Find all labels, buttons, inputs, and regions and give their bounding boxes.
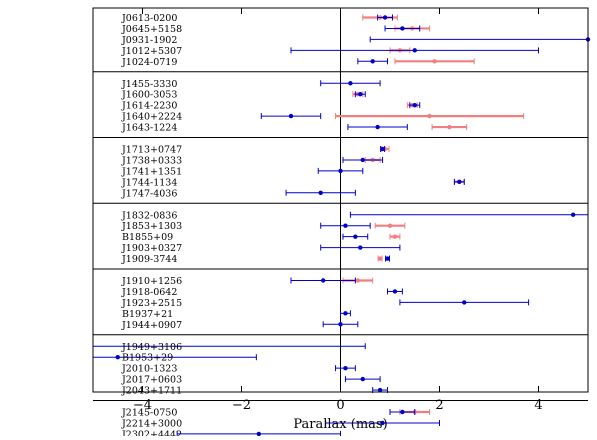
blue-point bbox=[570, 212, 576, 217]
red-point bbox=[427, 113, 432, 119]
pulsar-label: J1910+1256 bbox=[121, 276, 182, 287]
pulsar-label: B1953+29 bbox=[122, 353, 173, 364]
pulsar-label: J1643-1224 bbox=[121, 123, 177, 134]
blue-point bbox=[343, 311, 348, 316]
blue-point bbox=[412, 102, 417, 108]
pulsar-label: J1738+0333 bbox=[121, 155, 182, 166]
blue-point bbox=[360, 157, 365, 163]
pulsar-label: J0931-1902 bbox=[121, 35, 177, 46]
x-tick-label: 4 bbox=[534, 398, 542, 413]
pulsar-label: J1713+0747 bbox=[121, 145, 182, 156]
pulsar-label: J1944+0907 bbox=[121, 320, 182, 331]
x-tick-label: 2 bbox=[435, 398, 443, 413]
x-axis-label: Parallax (mas) bbox=[293, 417, 387, 432]
blue-point bbox=[457, 179, 462, 185]
blue-point bbox=[400, 409, 405, 415]
pulsar-label: J1903+0327 bbox=[121, 243, 182, 254]
red-point bbox=[387, 223, 393, 228]
pulsar-label: J1747-4036 bbox=[121, 188, 177, 199]
pulsar-label: J2302+4442 bbox=[121, 429, 182, 436]
blue-point bbox=[115, 355, 120, 360]
blue-series bbox=[93, 14, 591, 437]
blue-point bbox=[380, 420, 385, 426]
red-point bbox=[432, 59, 437, 64]
blue-point bbox=[385, 256, 390, 261]
x-tick-label: 0 bbox=[336, 398, 344, 413]
pulsar-label: J1640+2224 bbox=[121, 112, 182, 123]
blue-point bbox=[382, 15, 388, 20]
pulsar-label: J2010-1323 bbox=[121, 364, 177, 375]
blue-point bbox=[380, 146, 385, 152]
pulsar-label: J1832-0836 bbox=[121, 210, 177, 221]
pulsar-label: B1855+09 bbox=[122, 232, 173, 243]
x-tick-label: −2 bbox=[232, 398, 251, 413]
blue-point bbox=[377, 387, 383, 393]
pulsar-label: J0613-0200 bbox=[121, 13, 177, 24]
pulsar-label: J2145-0750 bbox=[121, 408, 177, 419]
pulsar-label: J2214+3000 bbox=[121, 418, 182, 429]
red-point bbox=[447, 124, 452, 130]
blue-point bbox=[400, 26, 405, 31]
pulsar-label: J1853+1303 bbox=[121, 221, 182, 232]
blue-point bbox=[375, 124, 380, 130]
blue-point bbox=[358, 245, 363, 250]
blue-point bbox=[392, 289, 398, 294]
blue-point bbox=[412, 48, 417, 53]
blue-point bbox=[360, 376, 365, 382]
blue-point bbox=[256, 431, 262, 437]
blue-point bbox=[343, 223, 348, 228]
pulsar-label: J2017+0603 bbox=[121, 375, 182, 386]
blue-point bbox=[358, 92, 363, 97]
pulsar-label: J0645+5158 bbox=[121, 24, 182, 35]
pulsar-label: J1741+1351 bbox=[121, 166, 182, 177]
pulsar-label: J1455-3330 bbox=[121, 79, 177, 90]
blue-point bbox=[370, 59, 375, 64]
x-ticks: −4 −2 0 2 4 bbox=[133, 8, 543, 413]
blue-point bbox=[353, 234, 358, 239]
blue-point bbox=[462, 300, 467, 305]
blue-point bbox=[348, 81, 353, 86]
red-point bbox=[377, 256, 383, 261]
pulsar-label: J1949+3106 bbox=[121, 342, 182, 353]
blue-point bbox=[320, 278, 326, 283]
pulsar-label: J1918-0642 bbox=[121, 287, 177, 298]
pulsar-label: J1909-3744 bbox=[121, 254, 177, 265]
blue-point bbox=[338, 168, 343, 174]
x-tick-label: −4 bbox=[133, 398, 152, 413]
blue-point bbox=[288, 113, 294, 119]
red-point bbox=[355, 278, 361, 283]
pulsar-label: J1744-1134 bbox=[121, 177, 177, 188]
blue-point bbox=[343, 365, 348, 371]
red-point bbox=[392, 234, 398, 239]
pulsar-label: J1024-0719 bbox=[121, 57, 177, 68]
pulsar-label: J1600-3053 bbox=[121, 90, 177, 101]
pulsar-labels: J0613-0200J0645+5158J0931-1902J1012+5307… bbox=[121, 13, 182, 440]
blue-point bbox=[338, 322, 343, 327]
pulsar-label: B1937+21 bbox=[122, 309, 173, 320]
pulsar-label: J1614-2230 bbox=[121, 101, 177, 112]
blue-point bbox=[318, 190, 323, 195]
pulsar-label: J1012+5307 bbox=[121, 46, 182, 57]
pulsar-label: J2043+1711 bbox=[121, 386, 182, 397]
pulsar-label: J1923+2515 bbox=[121, 298, 182, 309]
